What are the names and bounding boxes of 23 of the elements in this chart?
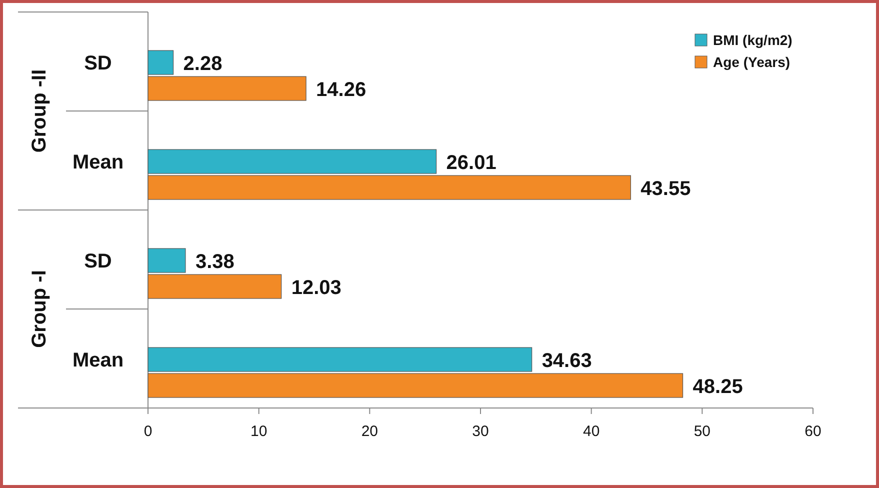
legend-label: Age (Years) xyxy=(713,54,790,70)
x-tick-label: 20 xyxy=(361,423,378,440)
data-label: 43.55 xyxy=(640,178,691,200)
x-tick-label: 30 xyxy=(472,423,489,440)
data-label: 26.01 xyxy=(446,152,496,174)
data-label: 48.25 xyxy=(692,376,743,398)
y-tick-label: Mean xyxy=(72,152,124,174)
y-tick-label: SD xyxy=(84,52,112,74)
x-tick-label: 0 xyxy=(144,423,152,440)
data-label: 34.63 xyxy=(542,350,592,372)
x-tick-label: 10 xyxy=(250,423,268,440)
y-tick-label: Mean xyxy=(72,350,124,372)
data-label: 14.26 xyxy=(316,78,366,101)
legend-label: BMI (kg/m2) xyxy=(713,32,792,48)
x-tick-label: 50 xyxy=(694,423,711,440)
data-label: 2.28 xyxy=(183,52,222,75)
x-tick-label: 60 xyxy=(804,423,822,440)
text: Group -I xyxy=(28,270,50,348)
text: Group -II xyxy=(28,69,50,153)
x-tick-label: 40 xyxy=(582,423,600,440)
data-label: 3.38 xyxy=(195,250,234,273)
y-tick-label: SD xyxy=(84,250,112,272)
data-label: 12.03 xyxy=(291,276,342,299)
